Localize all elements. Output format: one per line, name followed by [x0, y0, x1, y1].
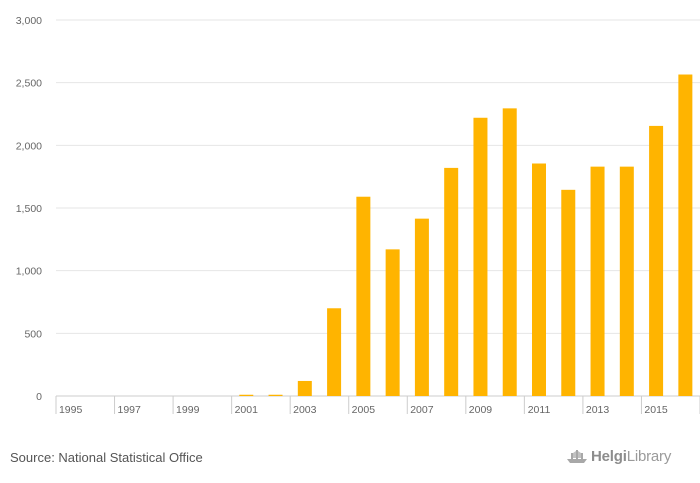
x-tick-label: 2001 [235, 404, 259, 416]
bar-2011[interactable] [532, 164, 546, 396]
bar-2016[interactable] [678, 75, 692, 396]
bar-2009[interactable] [473, 118, 487, 396]
x-axis-ticks: 1995 1997 1999 2001 2003 2005 2007 2009 2011 2013… [56, 396, 700, 416]
x-tick-label: 2015 [644, 404, 668, 416]
bar-2003[interactable] [298, 381, 312, 396]
source-note: Source: National Statistical Office [10, 450, 203, 465]
bar-2008[interactable] [444, 168, 458, 396]
bars [239, 75, 692, 396]
y-tick-label: 1,500 [16, 203, 42, 215]
x-tick-label: 2007 [410, 404, 434, 416]
x-tick-label: 2009 [469, 404, 493, 416]
x-tick-label: 2013 [586, 404, 610, 416]
x-tick-label: 2005 [352, 404, 376, 416]
y-tick-label: 2,000 [16, 140, 42, 152]
bar-2012[interactable] [561, 190, 575, 396]
bar-2014[interactable] [620, 167, 634, 396]
bar-2010[interactable] [503, 108, 517, 396]
bar-2007[interactable] [415, 219, 429, 396]
x-tick-label: 1997 [118, 404, 142, 416]
bar-2015[interactable] [649, 126, 663, 396]
helgi-library-logo[interactable]: HelgiLibrary [566, 448, 671, 468]
bar-2004[interactable] [327, 308, 341, 396]
logo-text-helgi: Helgi [591, 448, 627, 465]
y-tick-label: 2,500 [16, 78, 42, 90]
bar-2002[interactable] [269, 395, 283, 396]
x-tick-label: 2003 [293, 404, 317, 416]
y-tick-label: 500 [24, 328, 42, 340]
y-tick-label: 0 [36, 391, 42, 403]
logo-text-library: Library [627, 448, 671, 465]
bar-2006[interactable] [386, 249, 400, 396]
ship-icon [566, 448, 588, 468]
y-axis-ticks: 0 500 1,000 1,500 2,000 2,500 3,000 [16, 15, 42, 403]
x-tick-label: 1995 [59, 404, 83, 416]
bar-2005[interactable] [356, 197, 370, 396]
bar-2013[interactable] [591, 167, 605, 396]
bar-2001[interactable] [239, 395, 253, 396]
y-tick-label: 3,000 [16, 15, 42, 27]
x-tick-label: 1999 [176, 404, 200, 416]
y-tick-label: 1,000 [16, 266, 42, 278]
x-tick-label: 2011 [528, 404, 551, 416]
